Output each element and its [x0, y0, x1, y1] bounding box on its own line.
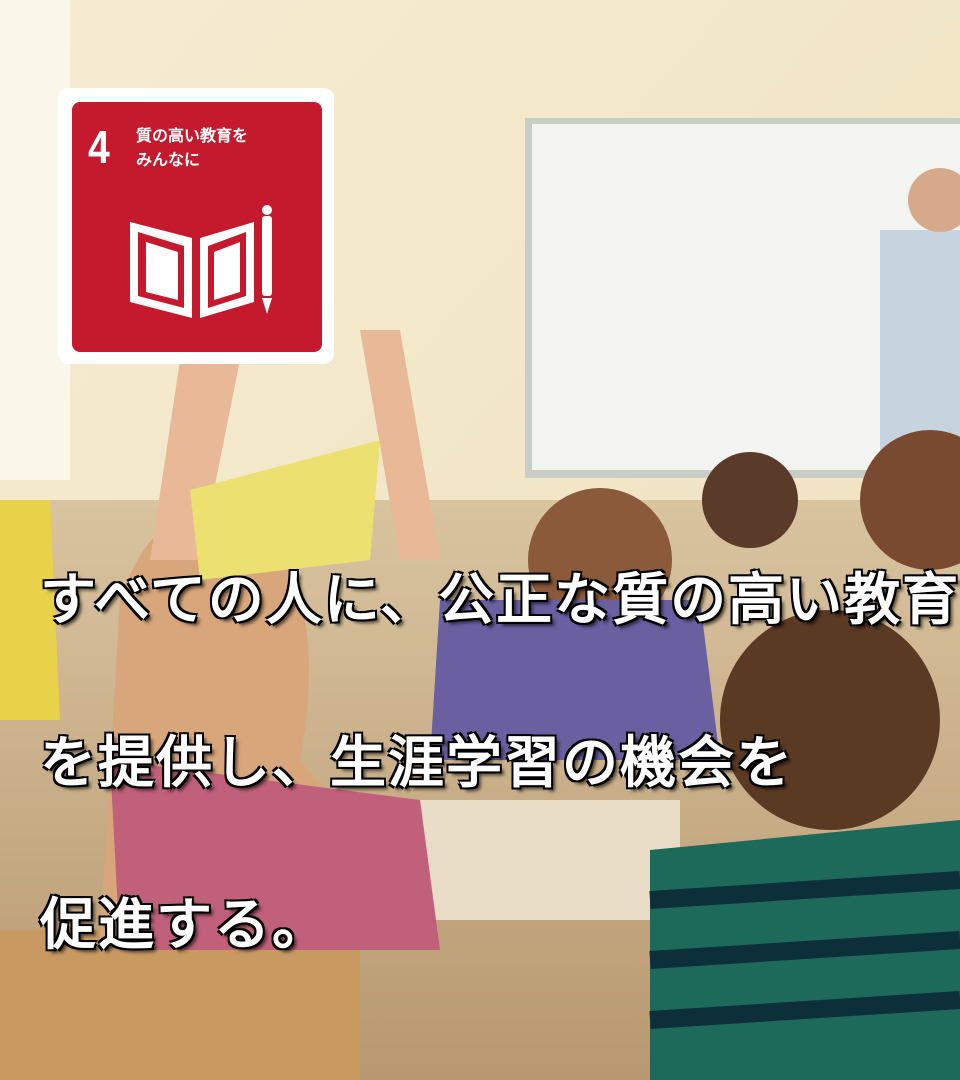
- caption-line: すべての人に、公正な質の高い教育: [40, 568, 960, 633]
- goal-label-line: みんなに: [136, 150, 201, 169]
- child-head: [860, 430, 960, 570]
- caption-line: を提供し、生涯学習の機会を: [40, 731, 794, 796]
- child-shirt: [430, 600, 720, 760]
- goal-number: 4: [88, 121, 110, 173]
- raised-arm: [150, 360, 240, 560]
- teacher-head: [908, 168, 960, 232]
- teacher: [880, 230, 960, 460]
- sdg-badge-panel: 4 質の高い教育を みんなに: [72, 102, 322, 352]
- goal-label-line: 質の高い教育を: [136, 126, 249, 145]
- child-head: [528, 488, 672, 632]
- chair: [0, 930, 360, 1080]
- child-head: [702, 452, 798, 548]
- caption-line: 促進する。: [40, 893, 330, 958]
- child-shirt: [190, 440, 380, 580]
- raised-arm: [360, 330, 440, 560]
- goal-label: 質の高い教育を みんなに: [136, 124, 248, 172]
- child-shirt: [0, 500, 60, 720]
- sdg-badge: 4 質の高い教育を みんなに: [58, 88, 334, 364]
- child-head: [720, 610, 940, 830]
- book-pencil-icon: [130, 205, 272, 318]
- child-shirt: [110, 760, 440, 950]
- stripes: [649, 871, 960, 1029]
